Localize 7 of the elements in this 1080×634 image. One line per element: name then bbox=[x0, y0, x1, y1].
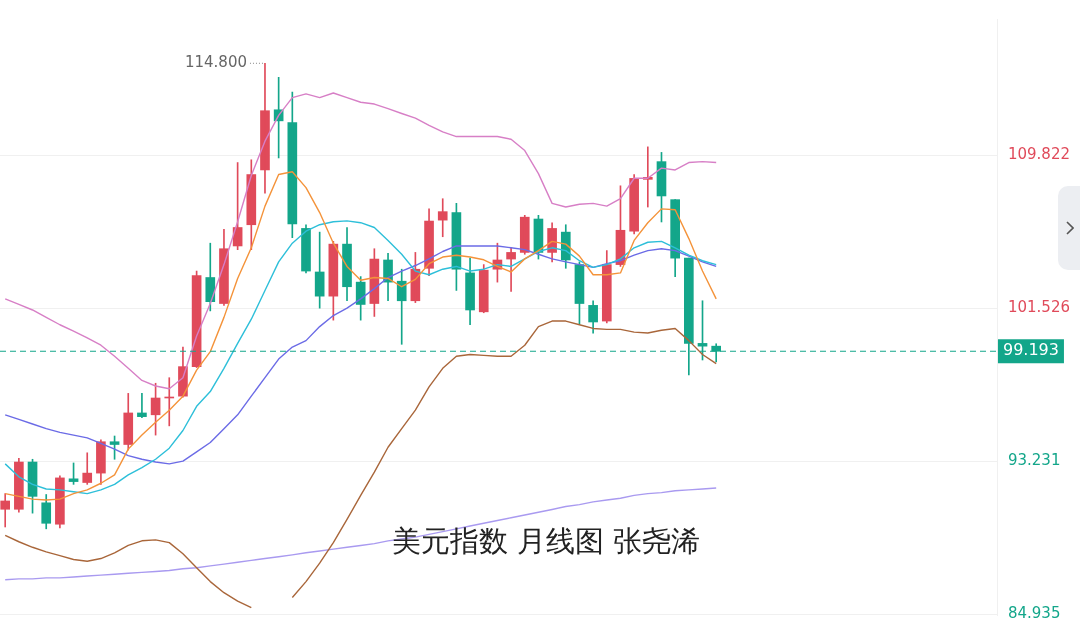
ref-line-label: 99.193 bbox=[1002, 340, 1059, 360]
y-tick-label: 84.935 bbox=[1007, 604, 1061, 623]
y-tick-label: 109.822 bbox=[1007, 145, 1070, 164]
annotation: 美元指数 月线图 张尧浠 bbox=[392, 523, 701, 560]
y-tick-label: 93.231 bbox=[1007, 451, 1061, 470]
y-tick-label: 101.526 bbox=[1007, 298, 1070, 317]
annotation: 114.800 bbox=[184, 53, 247, 72]
